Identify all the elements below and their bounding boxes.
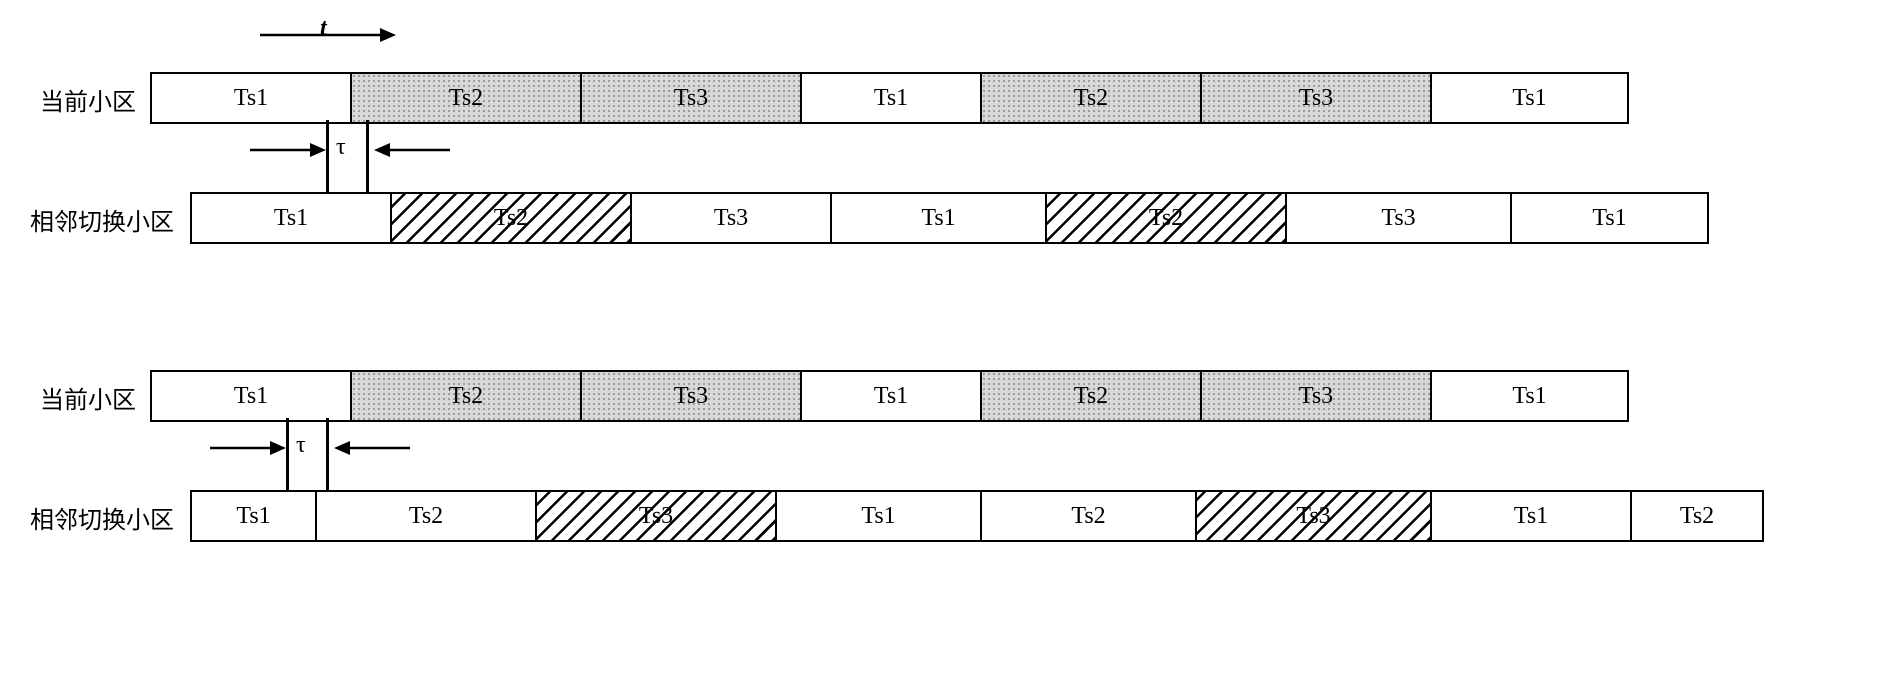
slot-row: Ts1 Ts2 Ts3 Ts1 Ts2 Ts3 Ts1 [190, 192, 1709, 244]
slot-label: Ts3 [639, 503, 673, 530]
time-slot: Ts1 [1512, 194, 1707, 242]
slot-label: Ts2 [409, 503, 443, 530]
timing-diagram-container: t当前小区Ts1Ts2Ts3Ts1Ts2Ts3Ts1相邻切换小区Ts1Ts2Ts… [20, 20, 1877, 676]
slot-label: Ts2 [449, 383, 483, 410]
time-slot: Ts1 [1432, 372, 1627, 420]
slot-label: Ts1 [234, 383, 268, 410]
slot-label: Ts2 [1680, 503, 1714, 530]
time-slot: Ts3 [1202, 372, 1432, 420]
slot-label: Ts3 [1299, 383, 1333, 410]
slot-label: Ts1 [1514, 503, 1548, 530]
tau-label: τ [336, 134, 346, 161]
time-slot: Ts1 [1432, 74, 1627, 122]
time-slot: Ts2 [352, 74, 582, 122]
time-slot: Ts3 [1287, 194, 1512, 242]
slot-label: Ts3 [1296, 503, 1330, 530]
slot-row: Ts1 Ts2 Ts3 Ts1 Ts2 Ts3 Ts1 [150, 370, 1629, 422]
row-label: 相邻切换小区 [30, 202, 174, 237]
time-slot: Ts1 [152, 372, 352, 420]
time-slot: Ts1 [802, 372, 982, 420]
slot-label: Ts1 [234, 85, 268, 112]
slot-label: Ts1 [1512, 383, 1546, 410]
tau-arrow-left [210, 438, 290, 463]
tau-tick [326, 418, 329, 490]
time-slot: Ts2 [982, 372, 1202, 420]
slot-label: Ts1 [874, 85, 908, 112]
time-slot: Ts2 [1047, 194, 1287, 242]
time-slot: Ts2 [392, 194, 632, 242]
slot-label: Ts2 [1074, 383, 1108, 410]
time-slot: Ts2 [317, 492, 537, 540]
tau-tick [286, 418, 289, 490]
time-slot: Ts3 [1202, 74, 1432, 122]
time-slot: Ts2 [352, 372, 582, 420]
time-slot: Ts2 [982, 492, 1197, 540]
slot-label: Ts1 [1592, 205, 1626, 232]
slot-label: Ts3 [674, 85, 708, 112]
slot-label: Ts1 [874, 383, 908, 410]
slot-label: Ts2 [1149, 205, 1183, 232]
time-slot: Ts3 [582, 372, 802, 420]
slot-label: Ts3 [1381, 205, 1415, 232]
time-slot: Ts3 [1197, 492, 1432, 540]
row-label: 当前小区 [40, 82, 136, 117]
time-slot: Ts1 [777, 492, 982, 540]
tau-arrow-right [330, 438, 410, 463]
tau-tick [326, 120, 329, 192]
slot-label: Ts3 [674, 383, 708, 410]
slot-label: Ts1 [861, 503, 895, 530]
time-slot: Ts2 [1632, 492, 1762, 540]
time-slot: Ts2 [982, 74, 1202, 122]
time-slot: Ts1 [192, 492, 317, 540]
slot-label: Ts2 [494, 205, 528, 232]
tau-arrow-left [250, 140, 330, 165]
slot-label: Ts3 [714, 205, 748, 232]
slot-label: Ts1 [1512, 85, 1546, 112]
time-slot: Ts1 [192, 194, 392, 242]
slot-label: Ts1 [921, 205, 955, 232]
tau-arrow-right [370, 140, 450, 165]
slot-row: Ts1 Ts2 Ts3 Ts1 Ts2 Ts3 Ts1 [150, 72, 1629, 124]
row-label: 当前小区 [40, 380, 136, 415]
row-label: 相邻切换小区 [30, 500, 174, 535]
time-slot: Ts3 [537, 492, 777, 540]
slot-label: Ts1 [236, 503, 270, 530]
slot-label: Ts2 [1074, 85, 1108, 112]
time-slot: Ts1 [802, 74, 982, 122]
slot-label: Ts3 [1299, 85, 1333, 112]
time-slot: Ts1 [1432, 492, 1632, 540]
time-slot: Ts1 [832, 194, 1047, 242]
time-slot: Ts1 [152, 74, 352, 122]
tau-label: τ [296, 432, 306, 459]
time-axis-label: t [320, 15, 327, 42]
time-axis-arrow [260, 25, 400, 50]
time-slot: Ts3 [582, 74, 802, 122]
tau-tick [366, 120, 369, 192]
slot-row: Ts1 Ts2 Ts3 Ts1 Ts2 Ts3 Ts1 Ts2 [190, 490, 1764, 542]
time-slot: Ts3 [632, 194, 832, 242]
slot-label: Ts2 [449, 85, 483, 112]
slot-label: Ts2 [1071, 503, 1105, 530]
slot-label: Ts1 [274, 205, 308, 232]
